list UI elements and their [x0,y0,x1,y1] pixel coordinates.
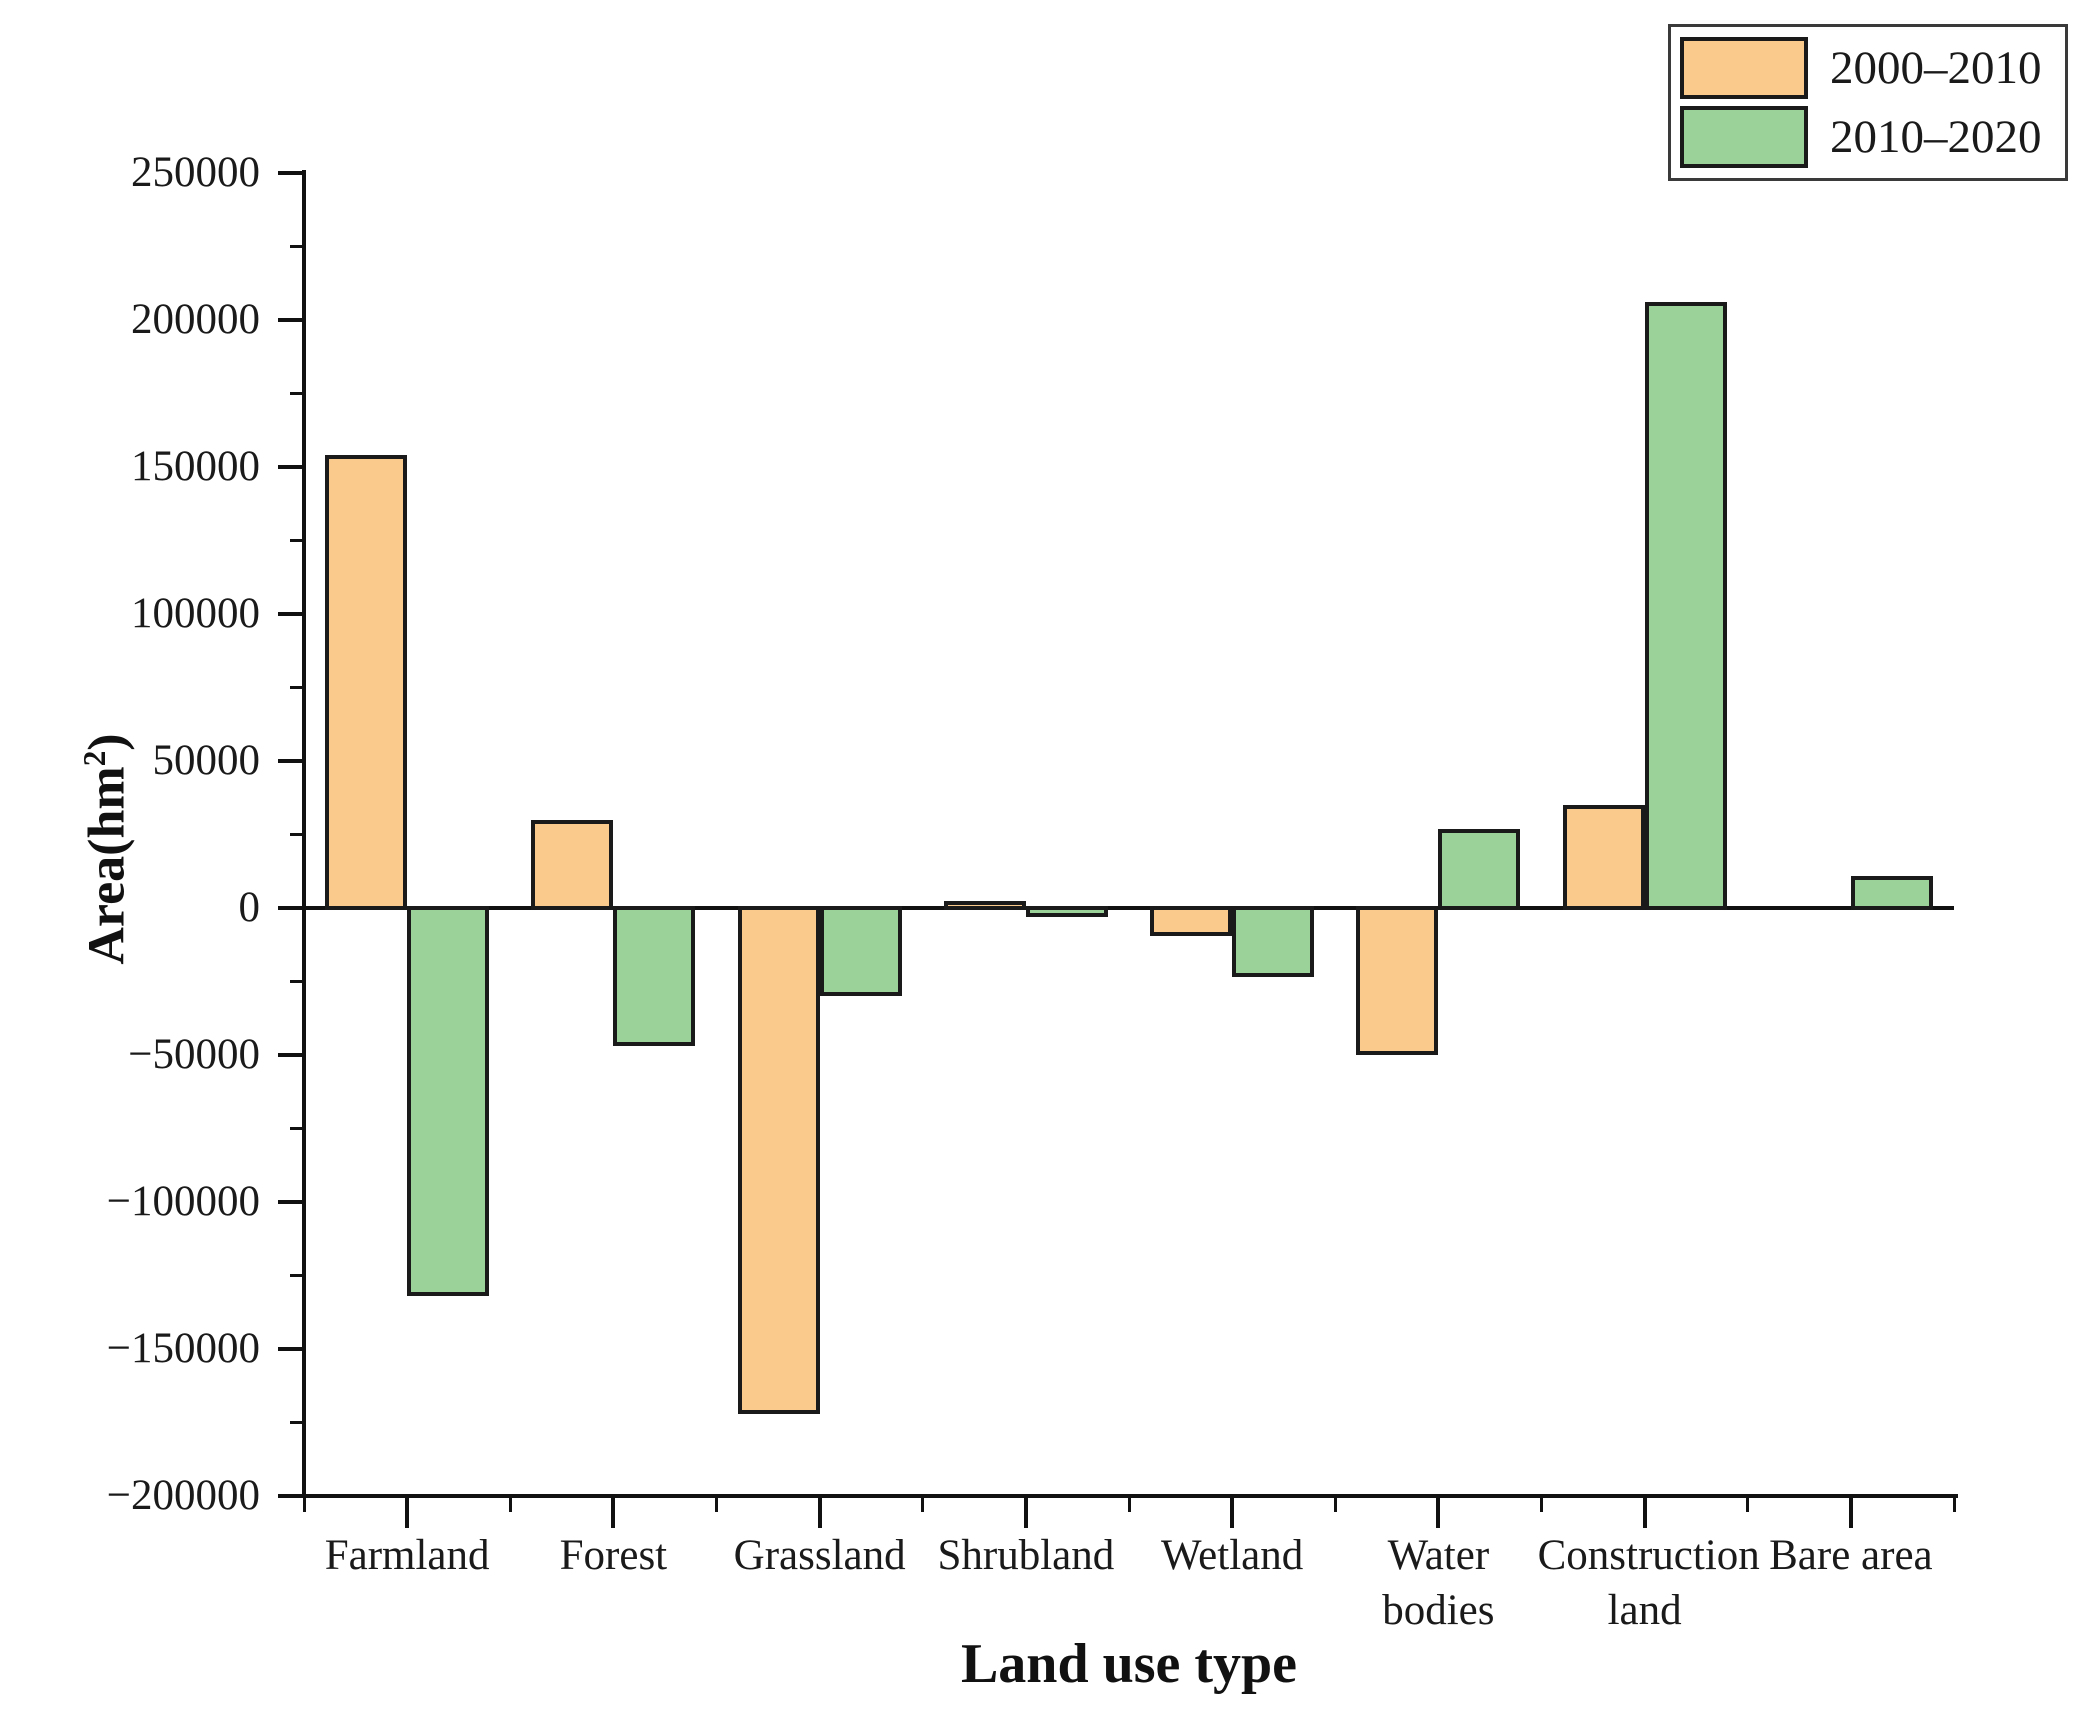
x-tick-label-forest: Forest [506,1528,720,1583]
x-major-tick [1023,1498,1028,1528]
y-tick-label: 0 [238,884,261,931]
x-tick-label-grassland: Grassland [713,1528,927,1583]
y-minor-tick [290,980,303,983]
legend: 2000–2010 2010–2020 [1668,24,2068,181]
x-tick-label-line: Forest [559,1532,668,1579]
legend-label-2000-2010: 2000–2010 [1830,42,2042,94]
zero-line [304,906,1954,910]
x-minor-tick [1333,1498,1337,1512]
x-axis-line [302,1494,1958,1498]
x-major-tick [1230,1498,1235,1528]
bar-green-farmland [407,906,490,1297]
y-minor-tick [290,1127,303,1130]
y-major-tick [278,1200,302,1204]
y-major-tick [278,1494,302,1498]
x-minor-tick [1952,1498,1956,1512]
y-tick-label: 50000 [152,737,261,784]
bar-green-bare-area [1850,875,1933,910]
x-minor-tick [715,1498,718,1512]
x-tick-label-line: Bare area [1769,1532,1933,1579]
bar-green-shrubland [1025,906,1108,917]
x-minor-tick [1540,1498,1543,1512]
bar-orange-water-bodies [1356,906,1439,1055]
bar-green-grassland [819,906,902,997]
x-minor-tick [508,1498,512,1512]
legend-item-2000-2010: 2000–2010 [1680,37,2055,99]
y-tick-label: 100000 [131,590,260,637]
x-major-tick [1848,1498,1853,1528]
x-major-tick [1436,1498,1441,1528]
x-tick-label-shrubland: Shrubland [919,1528,1133,1583]
y-minor-tick [290,686,303,689]
y-major-tick [278,465,302,469]
legend-item-2010-2020: 2010–2020 [1680,106,2055,168]
x-major-tick [611,1498,616,1528]
legend-swatch-2000-2010 [1680,37,1808,99]
legend-label-2010-2020: 2010–2020 [1830,111,2042,163]
bar-orange-wetland [1150,906,1233,936]
x-minor-tick [921,1498,925,1512]
x-major-tick [817,1498,822,1528]
y-major-tick [278,906,302,910]
x-axis-title: Land use type [960,1633,1298,1695]
y-minor-tick [290,539,303,542]
x-tick-label-line: Construction [1537,1532,1760,1579]
bar-green-construction-land [1644,302,1727,910]
y-major-tick [278,612,302,616]
y-minor-tick [290,392,303,395]
y-minor-tick [290,245,303,248]
bar-orange-shrubland [943,900,1026,910]
y-minor-tick [290,833,303,836]
bar-green-water-bodies [1438,828,1521,910]
x-major-tick [1642,1498,1647,1528]
x-tick-label-bare-area: Bare area [1744,1528,1958,1583]
x-tick-label-construction-land: Construction land [1537,1528,1760,1638]
x-minor-tick [1127,1498,1131,1512]
x-tick-label-wetland: Wetland [1125,1528,1339,1583]
y-major-tick [278,1347,302,1351]
y-tick-label: 250000 [131,149,260,196]
x-tick-label-line: Shrubland [937,1532,1115,1579]
y-tick-label: −200000 [106,1472,260,1519]
bar-green-wetland [1232,906,1315,978]
x-minor-tick [302,1498,306,1512]
bar-green-forest [613,906,696,1047]
x-major-tick [405,1498,410,1528]
legend-swatch-2010-2020 [1680,106,1808,168]
x-tick-label-line: land [1607,1587,1682,1635]
x-tick-label-water-bodies: Water bodies [1331,1528,1545,1638]
x-tick-label-line: Wetland [1161,1532,1304,1579]
y-major-tick [278,171,302,175]
bar-orange-forest [531,819,614,910]
y-tick-label: 150000 [131,443,260,490]
x-tick-label-line: Water [1387,1532,1490,1579]
bar-orange-construction-land [1562,805,1645,910]
y-tick-label: −50000 [128,1031,260,1078]
bar-orange-grassland [737,906,820,1414]
x-tick-label-farmland: Farmland [300,1528,514,1583]
y-minor-tick [290,1274,303,1277]
x-tick-label-line: Grassland [733,1532,906,1579]
y-axis-line [302,170,306,1498]
x-tick-label-line: Farmland [324,1532,490,1579]
y-minor-tick [290,1421,303,1424]
bar-orange-farmland [325,455,408,910]
y-major-tick [278,1053,302,1057]
y-tick-label: −100000 [106,1178,260,1225]
y-major-tick [278,759,302,763]
x-tick-label-line: bodies [1382,1587,1495,1635]
y-major-tick [278,318,302,322]
y-tick-label: 200000 [131,296,260,343]
x-minor-tick [1746,1498,1750,1512]
y-tick-label: −150000 [106,1325,260,1372]
